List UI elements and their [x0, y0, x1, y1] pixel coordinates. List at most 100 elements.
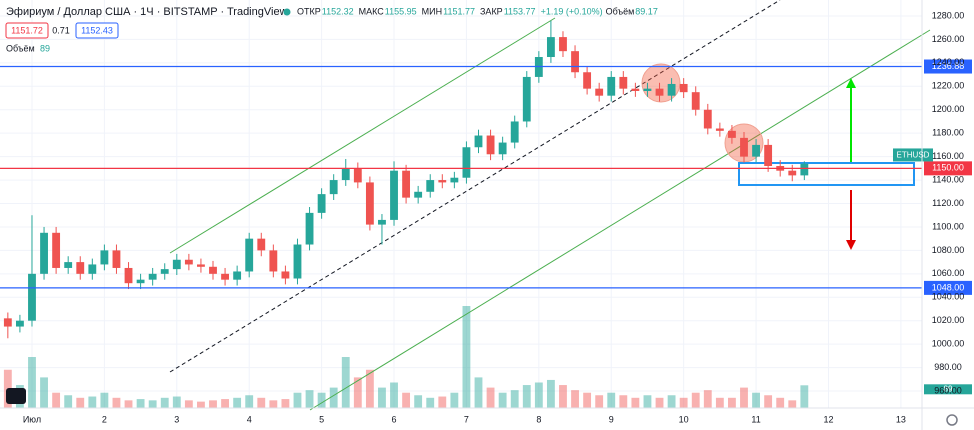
volume-current: 89	[40, 43, 50, 53]
volume-bar	[88, 396, 97, 408]
candle-body	[752, 144, 760, 157]
candle-body	[221, 273, 229, 280]
volume-bar	[764, 395, 773, 408]
candle-body	[414, 191, 423, 198]
x-tick-label: 3	[174, 414, 179, 424]
y-tick-label: 1260.00	[932, 34, 965, 44]
volume-bar	[522, 385, 531, 408]
candle-body	[15, 320, 24, 327]
volume-bar	[100, 392, 109, 408]
price-tag-label: 1150.00	[932, 163, 964, 173]
candle-body	[88, 264, 97, 274]
candle-body	[184, 259, 193, 265]
candle-body	[583, 72, 592, 89]
volume-bar	[353, 377, 362, 408]
candle-body	[40, 232, 48, 274]
candle-body	[643, 88, 652, 91]
candle-body	[136, 279, 145, 284]
y-tick-label: 1060.00	[932, 268, 965, 278]
candle-body	[462, 147, 471, 178]
volume-bar	[28, 357, 36, 408]
candle-body	[438, 180, 447, 183]
channel-line	[309, 29, 931, 411]
candle-body	[510, 121, 519, 143]
volume-bar	[76, 397, 85, 408]
volume-bar	[631, 397, 640, 408]
volume-bar	[776, 397, 785, 408]
candle-body	[402, 170, 411, 198]
volume-bar	[40, 377, 48, 408]
price-tag-label: 1048.00	[932, 282, 965, 292]
volume-bar	[426, 397, 435, 408]
y-tick-label: 1220.00	[932, 81, 965, 91]
x-tick-label: 5	[319, 414, 324, 424]
range-box	[738, 162, 915, 186]
channel-line	[169, 0, 781, 373]
volume-bar	[486, 387, 495, 408]
header: Эфириум / Доллар США · 1Ч · BITSTAMP · T…	[5, 6, 658, 53]
volume-label: Объём	[606, 6, 635, 16]
candle-body	[522, 76, 531, 122]
y-tick-label: 1120.00	[932, 198, 964, 208]
candle-body	[703, 109, 712, 129]
candle-body	[619, 76, 628, 89]
candle-body	[64, 262, 73, 268]
volume-bar	[583, 392, 592, 408]
candle-body	[112, 250, 121, 268]
candle-body	[172, 259, 181, 270]
candle-body	[160, 269, 169, 274]
y-tick-label: 1240.00	[932, 57, 965, 67]
volume-bar	[317, 392, 326, 408]
ohlc-label: МИН	[422, 6, 442, 16]
settings-icon[interactable]	[946, 414, 958, 426]
volume-bar	[365, 369, 374, 408]
candle-body	[450, 177, 459, 183]
volume-bar	[438, 396, 447, 408]
ask-box[interactable]	[75, 22, 119, 39]
candle-body	[269, 250, 278, 272]
volume-bar	[619, 395, 628, 408]
candle-body	[559, 37, 567, 52]
candle-body	[28, 273, 36, 321]
volume-bar	[281, 399, 290, 408]
candle-body	[474, 135, 483, 148]
bid: 1151.72	[11, 25, 43, 35]
volume-bar	[172, 396, 181, 408]
x-tick-label: 7	[464, 414, 469, 424]
candle-body	[715, 128, 724, 131]
logo	[6, 388, 958, 426]
x-tick-label: 2	[102, 414, 107, 424]
candle-body	[245, 238, 254, 272]
volume-bar	[184, 400, 193, 408]
candle-body	[740, 137, 748, 157]
arrow-head	[846, 78, 856, 88]
volume-bar	[414, 395, 423, 408]
volume-bar	[293, 392, 302, 408]
candle-body	[546, 37, 555, 58]
axes: 960.00 980.00 1000.00 1020.00 1040.00 1060.00…	[23, 10, 964, 424]
levels: 1236.88 1150.00 1048.00 ETHUSD 89	[0, 59, 972, 395]
y-tick-label: 960.00	[934, 385, 962, 395]
y-tick-label: 1160.00	[932, 151, 964, 161]
candle-body	[378, 219, 386, 225]
x-tick-label: 4	[247, 414, 252, 424]
candle-body	[148, 273, 157, 280]
bid-box[interactable]	[5, 22, 49, 39]
candle-body	[728, 130, 736, 138]
volume-bar	[197, 401, 205, 408]
candle-body	[341, 168, 350, 181]
channel-line	[169, 17, 556, 254]
candle-body	[281, 271, 290, 279]
volume-bar	[703, 390, 712, 408]
volume-bar	[390, 382, 398, 408]
candle-body	[233, 271, 242, 280]
volume-bar	[329, 387, 338, 408]
y-tick-label: 1200.00	[932, 104, 965, 114]
x-tick-label: 9	[609, 414, 614, 424]
volume-bar	[595, 395, 604, 408]
ohlc-label: ОТКР	[297, 6, 321, 16]
x-tick-label: Июл	[23, 414, 41, 424]
volume-bar	[510, 390, 519, 408]
volume-bar	[498, 392, 507, 408]
candle-body	[390, 170, 398, 220]
